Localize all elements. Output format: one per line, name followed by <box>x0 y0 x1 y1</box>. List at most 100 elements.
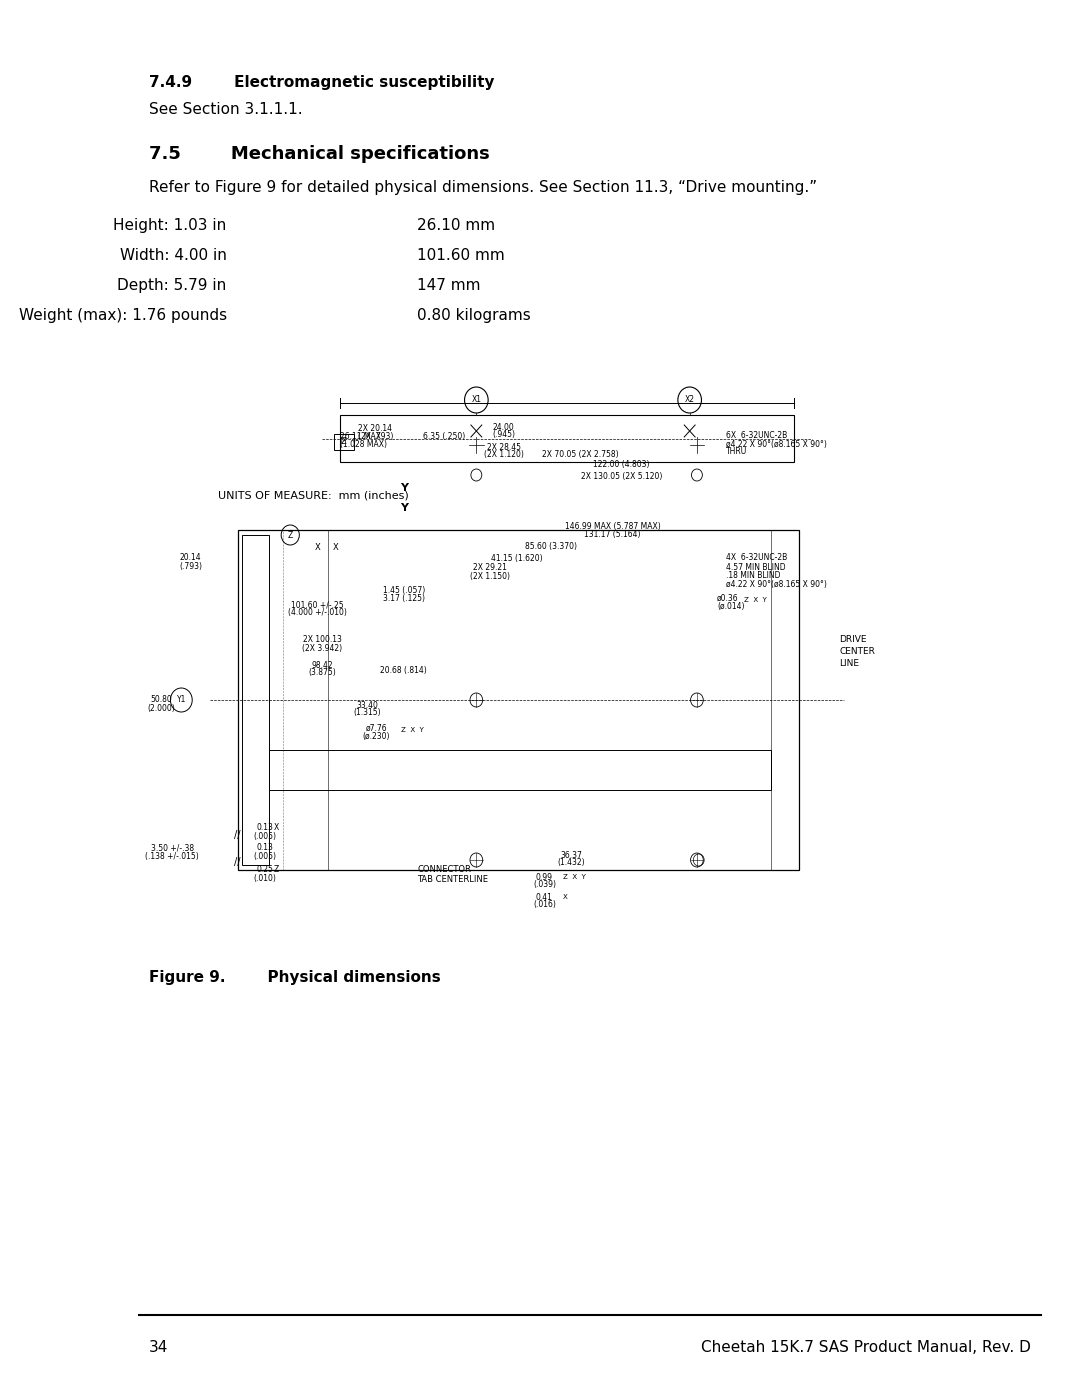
Text: (1.432): (1.432) <box>558 859 585 868</box>
Text: DRIVE: DRIVE <box>839 636 867 644</box>
Text: X: X <box>314 543 321 552</box>
Text: 6.35 (.250): 6.35 (.250) <box>423 433 465 441</box>
Text: //: // <box>234 856 241 868</box>
Text: 0.80 kilograms: 0.80 kilograms <box>417 307 531 323</box>
Text: 131.17 (5.164): 131.17 (5.164) <box>584 531 640 539</box>
Bar <box>334 434 354 450</box>
Text: See Section 3.1.1.1.: See Section 3.1.1.1. <box>149 102 302 117</box>
Text: 33.40: 33.40 <box>356 700 378 710</box>
Text: 101.60 +/-.25: 101.60 +/-.25 <box>292 601 343 609</box>
Text: Z  X  Y: Z X Y <box>401 726 423 733</box>
Bar <box>242 535 269 865</box>
Text: (.005): (.005) <box>254 831 276 841</box>
Text: 3.17 (.125): 3.17 (.125) <box>382 594 424 602</box>
Text: (.005): (.005) <box>254 852 276 861</box>
Text: 3.50 +/-.38: 3.50 +/-.38 <box>151 844 193 852</box>
Text: (.138 +/-.015): (.138 +/-.015) <box>146 852 199 861</box>
Text: Figure 9.        Physical dimensions: Figure 9. Physical dimensions <box>149 970 441 985</box>
Text: TAB CENTERLINE: TAB CENTERLINE <box>417 875 488 883</box>
Text: X1: X1 <box>471 395 482 405</box>
Text: 0.99: 0.99 <box>536 873 553 882</box>
Text: 4X  6-32UNC-2B: 4X 6-32UNC-2B <box>726 553 787 563</box>
Text: ø4.22 X 90°(ø8.165 X 90°): ø4.22 X 90°(ø8.165 X 90°) <box>726 440 827 448</box>
Text: //: // <box>234 830 241 840</box>
Text: Y: Y <box>400 483 408 493</box>
Text: (.016): (.016) <box>534 901 556 909</box>
Text: Z: Z <box>341 437 347 447</box>
Text: 2X 28.45: 2X 28.45 <box>487 443 521 451</box>
Text: LINE: LINE <box>839 659 860 669</box>
Text: (1.028 MAX): (1.028 MAX) <box>340 440 387 448</box>
Text: 20.14: 20.14 <box>179 553 201 563</box>
Text: (3.875): (3.875) <box>308 669 336 678</box>
Text: 50.80: 50.80 <box>150 696 172 704</box>
Text: (.793): (.793) <box>179 562 202 570</box>
Text: ø0.36: ø0.36 <box>717 594 739 602</box>
Text: (2X 3.942): (2X 3.942) <box>302 644 342 652</box>
Text: (2X 1.150): (2X 1.150) <box>470 571 510 581</box>
Text: 2X 130.05 (2X 5.120): 2X 130.05 (2X 5.120) <box>581 472 662 481</box>
Text: Z: Z <box>287 531 293 539</box>
Text: 26.10 mm: 26.10 mm <box>417 218 496 233</box>
Text: (.010): (.010) <box>254 873 276 883</box>
Text: X2: X2 <box>685 395 694 405</box>
Text: 98.42: 98.42 <box>311 661 333 669</box>
Text: 34: 34 <box>149 1340 168 1355</box>
Text: 7.5        Mechanical specifications: 7.5 Mechanical specifications <box>149 145 489 163</box>
Text: Z  X  Y: Z X Y <box>744 597 767 604</box>
Text: (2.000): (2.000) <box>148 704 175 712</box>
Text: X: X <box>274 823 280 833</box>
Text: Y1: Y1 <box>177 696 186 704</box>
Text: (4.000 +/-.010): (4.000 +/-.010) <box>288 609 347 617</box>
Text: 1.45 (.057): 1.45 (.057) <box>382 585 424 595</box>
Text: 0.13: 0.13 <box>256 823 273 833</box>
Text: 0.41: 0.41 <box>536 893 553 901</box>
Text: 146.99 MAX (5.787 MAX): 146.99 MAX (5.787 MAX) <box>565 521 660 531</box>
Text: 26.11 MAX: 26.11 MAX <box>340 432 381 441</box>
Text: 147 mm: 147 mm <box>417 278 481 293</box>
Text: (ø.230): (ø.230) <box>363 732 390 740</box>
Text: 2X 100.13: 2X 100.13 <box>302 636 341 644</box>
Text: Y: Y <box>400 503 408 513</box>
Text: Width: 4.00 in: Width: 4.00 in <box>120 249 227 263</box>
Text: 20.68 (.814): 20.68 (.814) <box>380 665 427 675</box>
Text: 2X 29.21: 2X 29.21 <box>473 563 507 573</box>
Text: 7.4.9        Electromagnetic susceptibility: 7.4.9 Electromagnetic susceptibility <box>149 75 495 89</box>
Bar <box>269 750 771 789</box>
Text: (ø.014): (ø.014) <box>717 602 744 610</box>
Text: ø4.22 X 90°(ø8.165 X 90°): ø4.22 X 90°(ø8.165 X 90°) <box>726 580 827 588</box>
Text: UNITS OF MEASURE:  mm (inches): UNITS OF MEASURE: mm (inches) <box>218 490 408 502</box>
Text: X: X <box>563 894 567 900</box>
Text: 101.60 mm: 101.60 mm <box>417 249 505 263</box>
Text: THRU: THRU <box>726 447 747 457</box>
Text: (2X .793): (2X .793) <box>359 432 394 441</box>
Text: 4.57 MIN BLIND: 4.57 MIN BLIND <box>726 563 785 571</box>
Bar <box>238 529 798 870</box>
Text: 2X 20.14: 2X 20.14 <box>359 425 392 433</box>
Text: Depth: 5.79 in: Depth: 5.79 in <box>118 278 227 293</box>
Text: (.039): (.039) <box>532 880 556 890</box>
Text: .18 MIN BLIND: .18 MIN BLIND <box>726 570 781 580</box>
Text: 0.13: 0.13 <box>256 844 273 852</box>
Text: Refer to Figure 9 for detailed physical dimensions. See Section 11.3, “Drive mou: Refer to Figure 9 for detailed physical … <box>149 180 816 196</box>
Text: 0.25: 0.25 <box>256 866 273 875</box>
Text: Cheetah 15K.7 SAS Product Manual, Rev. D: Cheetah 15K.7 SAS Product Manual, Rev. D <box>701 1340 1031 1355</box>
Text: Z  X  Y: Z X Y <box>563 875 585 880</box>
Text: Weight (max): 1.76 pounds: Weight (max): 1.76 pounds <box>18 307 227 323</box>
Text: (1.315): (1.315) <box>353 708 381 718</box>
Text: 6X  6-32UNC-2B: 6X 6-32UNC-2B <box>726 430 787 440</box>
Text: ø7.76: ø7.76 <box>366 724 388 732</box>
Text: 24.00: 24.00 <box>492 422 514 432</box>
Bar <box>340 415 794 462</box>
Text: CENTER: CENTER <box>839 647 875 657</box>
Text: Z: Z <box>274 866 280 875</box>
Text: 85.60 (3.370): 85.60 (3.370) <box>525 542 577 552</box>
Text: (.945): (.945) <box>492 429 515 439</box>
Text: CONNECTOR: CONNECTOR <box>417 866 471 875</box>
Text: 2X 70.05 (2X 2.758): 2X 70.05 (2X 2.758) <box>542 450 619 458</box>
Text: Height: 1.03 in: Height: 1.03 in <box>113 218 227 233</box>
Text: (2X 1.120): (2X 1.120) <box>484 450 524 458</box>
Text: 122.00 (4.803): 122.00 (4.803) <box>593 460 650 468</box>
Text: 36.37: 36.37 <box>561 851 582 859</box>
Text: 41.15 (1.620): 41.15 (1.620) <box>491 553 543 563</box>
